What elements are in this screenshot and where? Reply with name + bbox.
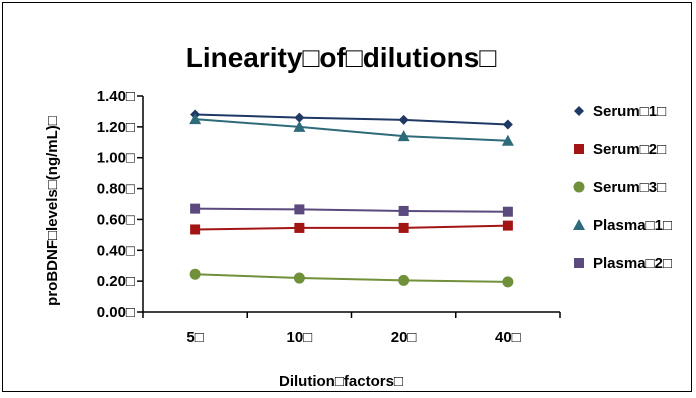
y-tick-label: 1.00□ [97,150,135,167]
legend-label: Plasma□1□ [593,217,672,234]
data-point [293,120,306,132]
legend-item: Serum□1□ [574,103,666,120]
data-point [501,134,514,146]
data-point [294,204,305,215]
series-2 [190,220,513,235]
series-line [195,273,508,283]
data-point [502,119,513,130]
data-point [294,112,305,123]
legend-label: Serum□3□ [593,179,666,196]
series-4 [189,113,514,146]
line-chart: Linearity□of□dilutions□ 0.00□0.20□0.40□0… [44,42,672,390]
chart-title: Linearity□of□dilutions□ [186,42,497,73]
x-tick-label: 40□ [495,329,521,346]
legend-item: Serum□2□ [574,141,666,158]
x-tick-label: 10□ [287,329,313,346]
y-tick-label: 1.20□ [97,119,135,136]
legend-item: Serum□3□ [573,179,666,196]
series-line [195,118,508,142]
legend-item: Plasma□1□ [573,217,672,234]
data-point [398,205,409,216]
data-point [502,276,514,288]
series-line [195,224,508,231]
y-axis-title: proBDNF□levels□(ng/mL)□ [44,116,61,306]
legend-marker [574,258,584,268]
data-point [397,130,410,142]
legend-item: Plasma□2□ [574,255,672,272]
y-tick-label: 0.40□ [97,242,135,259]
data-point [293,272,305,284]
series-1 [190,109,513,130]
data-point [398,222,409,233]
legend: Serum□1□ Serum□2□ Serum□3□ Plasma□1□ Plasma□… [573,103,672,272]
legend-label: Plasma□2□ [593,255,672,272]
y-tick-label: 0.80□ [97,181,135,198]
series-5 [190,203,513,217]
data-point [502,220,513,231]
series-line [195,207,508,213]
legend-marker [573,181,585,193]
x-tick-label: 20□ [391,329,417,346]
data-point [190,224,201,235]
series-3 [189,268,514,288]
axes: 0.00□ 0.20□ 0.40□ 0.60□ 0.80□ 1.00□ 1.20□ 1.40□… [97,88,561,346]
y-tick-label: 0.00□ [97,304,135,321]
y-tick-label: 1.40□ [97,88,135,105]
legend-marker [573,219,585,230]
y-tick-label: 0.20□ [97,273,135,290]
chart-frame: Linearity□of□dilutions□ 0.00□ 0.20□ 0.40□ 0… [2,2,692,392]
legend-marker [574,106,584,116]
data-point [189,268,201,280]
series-line [195,113,508,126]
y-tick-label: 0.60□ [97,211,135,228]
legend-label: Serum□1□ [593,103,666,120]
legend-label: Serum□2□ [593,141,666,158]
data-point [190,203,201,214]
data-point [189,113,202,125]
series-layer [189,109,514,288]
data-point [398,274,410,286]
data-point [502,206,513,217]
data-point [294,222,305,233]
x-tick-label: 5□ [186,329,203,346]
data-point [398,114,409,125]
legend-marker [574,144,584,154]
x-axis-title: Dilution□factors□ [279,373,403,390]
